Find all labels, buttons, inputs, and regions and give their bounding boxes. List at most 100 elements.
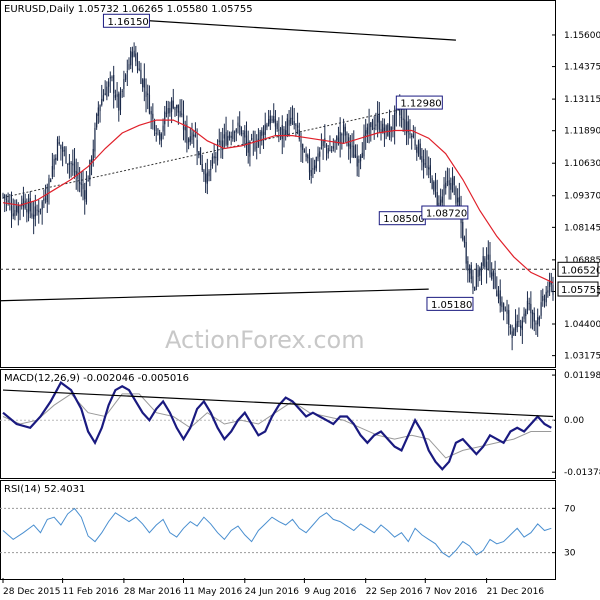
price-annotation: 1.08720 <box>421 205 469 220</box>
candle <box>417 139 420 157</box>
candle <box>428 156 430 179</box>
candle-body <box>448 180 450 186</box>
candle-body <box>216 144 219 161</box>
candle <box>113 65 115 109</box>
candle <box>50 178 52 183</box>
candle <box>443 177 445 207</box>
candle-body <box>336 135 338 141</box>
candle-body <box>34 206 36 217</box>
candle-body <box>118 93 120 111</box>
candle-body <box>162 125 164 132</box>
candle-body <box>89 160 91 181</box>
candle <box>291 105 294 125</box>
candle <box>61 141 64 167</box>
candle <box>44 184 47 204</box>
candle <box>358 155 360 177</box>
candle-body <box>320 147 323 149</box>
annotation-label: 1.08500 <box>383 214 424 225</box>
candle <box>262 125 265 150</box>
candle-body <box>155 132 157 134</box>
candle-body <box>509 326 512 328</box>
candle <box>201 154 203 173</box>
candle <box>298 122 300 142</box>
candle-body <box>230 135 232 138</box>
last-price-frame <box>557 281 599 297</box>
candle <box>409 119 411 139</box>
candle <box>477 264 479 287</box>
candle <box>448 168 450 200</box>
candle <box>48 174 50 205</box>
candle <box>174 106 176 117</box>
candle-body <box>361 152 363 158</box>
candle-body <box>399 107 401 116</box>
candle <box>97 101 99 124</box>
candle-body <box>535 322 537 325</box>
candle <box>205 162 207 193</box>
price-y-tick-label: 1.09370 <box>564 192 600 202</box>
candle-body <box>382 123 384 133</box>
candle-body <box>445 182 447 189</box>
candle <box>152 103 154 130</box>
candle <box>482 247 484 269</box>
candle <box>36 204 38 216</box>
candle-body <box>33 214 35 220</box>
candle <box>102 89 105 102</box>
candle-body <box>41 201 43 210</box>
candle <box>130 47 132 70</box>
candle-body <box>160 133 162 141</box>
macd-title: MACD(12,26,9) -0.002046 -0.005016 <box>4 373 189 384</box>
candle <box>434 172 437 198</box>
dotted-trendline <box>2 102 433 199</box>
candle-body <box>75 170 77 176</box>
candle <box>34 194 36 227</box>
price-annotation: 1.16150 <box>102 13 150 28</box>
candle <box>164 105 166 136</box>
candle-body <box>27 200 30 214</box>
candle <box>177 104 179 125</box>
candle-body <box>31 213 33 217</box>
price-y-tick-label: 1.03175 <box>564 352 600 362</box>
candle <box>72 149 74 176</box>
candle-body <box>65 147 67 163</box>
candle-body <box>458 197 460 211</box>
candle-body <box>462 222 464 240</box>
candle <box>320 133 323 150</box>
candle-body <box>189 136 191 142</box>
candle-body <box>170 100 173 112</box>
price-annotation: 1.08500 <box>378 211 426 226</box>
candle-body <box>465 242 467 264</box>
candle <box>43 189 45 209</box>
candle <box>453 175 455 196</box>
candle-body <box>307 154 309 159</box>
candle <box>189 128 191 146</box>
candle-body <box>210 169 212 171</box>
candle <box>182 100 185 141</box>
candle <box>363 124 365 160</box>
candle-body <box>530 303 532 314</box>
last-price-box: 1.05755 <box>557 281 600 297</box>
candle-body <box>288 119 290 126</box>
candle <box>58 135 60 146</box>
candle-body <box>114 94 116 98</box>
candle <box>31 201 33 219</box>
candle <box>479 266 481 282</box>
candle <box>155 125 157 142</box>
candle-body <box>450 182 452 190</box>
candle-body <box>106 86 108 97</box>
candle-body <box>475 268 477 287</box>
candle-body <box>58 142 60 145</box>
candle <box>392 114 394 138</box>
candle <box>264 112 266 141</box>
candle <box>497 286 500 304</box>
candle <box>92 139 94 167</box>
candle <box>46 183 48 213</box>
candle-body <box>196 139 198 152</box>
candle <box>60 144 62 161</box>
candle-body <box>331 149 333 151</box>
candle-body <box>463 237 466 243</box>
price-annotation: 1.05180 <box>426 296 474 311</box>
candle <box>395 108 397 127</box>
candle <box>276 120 278 132</box>
moving-average-line <box>2 119 554 284</box>
candle-body <box>12 213 14 217</box>
